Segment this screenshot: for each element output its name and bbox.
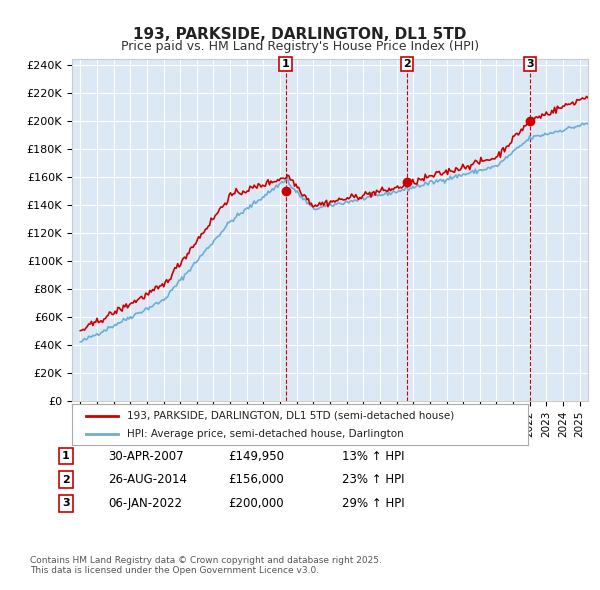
- Text: 26-AUG-2014: 26-AUG-2014: [108, 473, 187, 486]
- Text: 193, PARKSIDE, DARLINGTON, DL1 5TD: 193, PARKSIDE, DARLINGTON, DL1 5TD: [133, 27, 467, 41]
- Text: 06-JAN-2022: 06-JAN-2022: [108, 497, 182, 510]
- Text: 2: 2: [404, 59, 411, 69]
- Text: 23% ↑ HPI: 23% ↑ HPI: [342, 473, 404, 486]
- Text: 193, PARKSIDE, DARLINGTON, DL1 5TD (semi-detached house): 193, PARKSIDE, DARLINGTON, DL1 5TD (semi…: [127, 411, 454, 421]
- Text: £200,000: £200,000: [228, 497, 284, 510]
- Text: 3: 3: [526, 59, 534, 69]
- Text: £149,950: £149,950: [228, 450, 284, 463]
- Text: 29% ↑ HPI: 29% ↑ HPI: [342, 497, 404, 510]
- Text: Contains HM Land Registry data © Crown copyright and database right 2025.
This d: Contains HM Land Registry data © Crown c…: [30, 556, 382, 575]
- Text: 3: 3: [62, 499, 70, 508]
- Text: 13% ↑ HPI: 13% ↑ HPI: [342, 450, 404, 463]
- Text: 1: 1: [62, 451, 70, 461]
- Text: 1: 1: [281, 59, 289, 69]
- Text: HPI: Average price, semi-detached house, Darlington: HPI: Average price, semi-detached house,…: [127, 429, 403, 439]
- Text: Price paid vs. HM Land Registry's House Price Index (HPI): Price paid vs. HM Land Registry's House …: [121, 40, 479, 53]
- Text: £156,000: £156,000: [228, 473, 284, 486]
- Text: 30-APR-2007: 30-APR-2007: [108, 450, 184, 463]
- Text: 2: 2: [62, 475, 70, 484]
